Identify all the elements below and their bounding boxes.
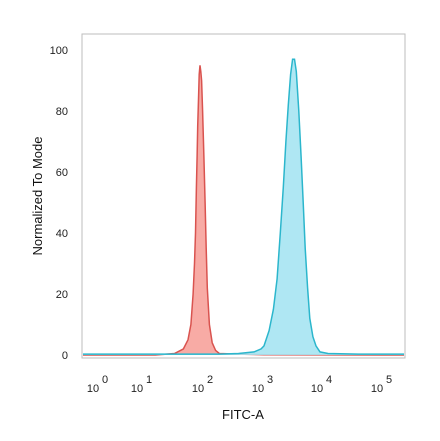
x-tick-exponent: 2 [207,374,213,386]
x-tick-label: 10 [131,383,143,395]
series-layer [83,58,405,356]
y-tick-label: 0 [62,350,68,362]
x-axis-label: FITC-A [222,407,264,422]
series-2-line [83,58,404,355]
series-2-fill [83,59,404,355]
x-tick-exponent: 4 [326,374,332,386]
y-tick-label: 60 [56,167,68,179]
series-1-fill [83,65,404,356]
x-tick-label: 10 [311,383,323,395]
y-tick-label: 80 [56,106,68,118]
x-tick-label: 10 [87,383,99,395]
series-1-line [83,65,405,356]
x-tick-label: 10 [192,383,204,395]
y-axis-label: Normalized To Mode [30,137,45,256]
y-axis-ticks: 0 20 40 60 80 100 [50,45,68,362]
x-tick-label: 10 [252,383,264,395]
x-tick-exponent: 1 [146,374,152,386]
x-tick-exponent: 5 [386,374,392,386]
x-tick-exponent: 3 [267,374,273,386]
y-tick-label: 20 [56,289,68,301]
x-tick-exponent: 0 [102,374,108,386]
y-tick-label: 100 [50,45,68,57]
plot-frame [81,33,406,359]
y-tick-label: 40 [56,228,68,240]
x-tick-label: 10 [371,383,383,395]
